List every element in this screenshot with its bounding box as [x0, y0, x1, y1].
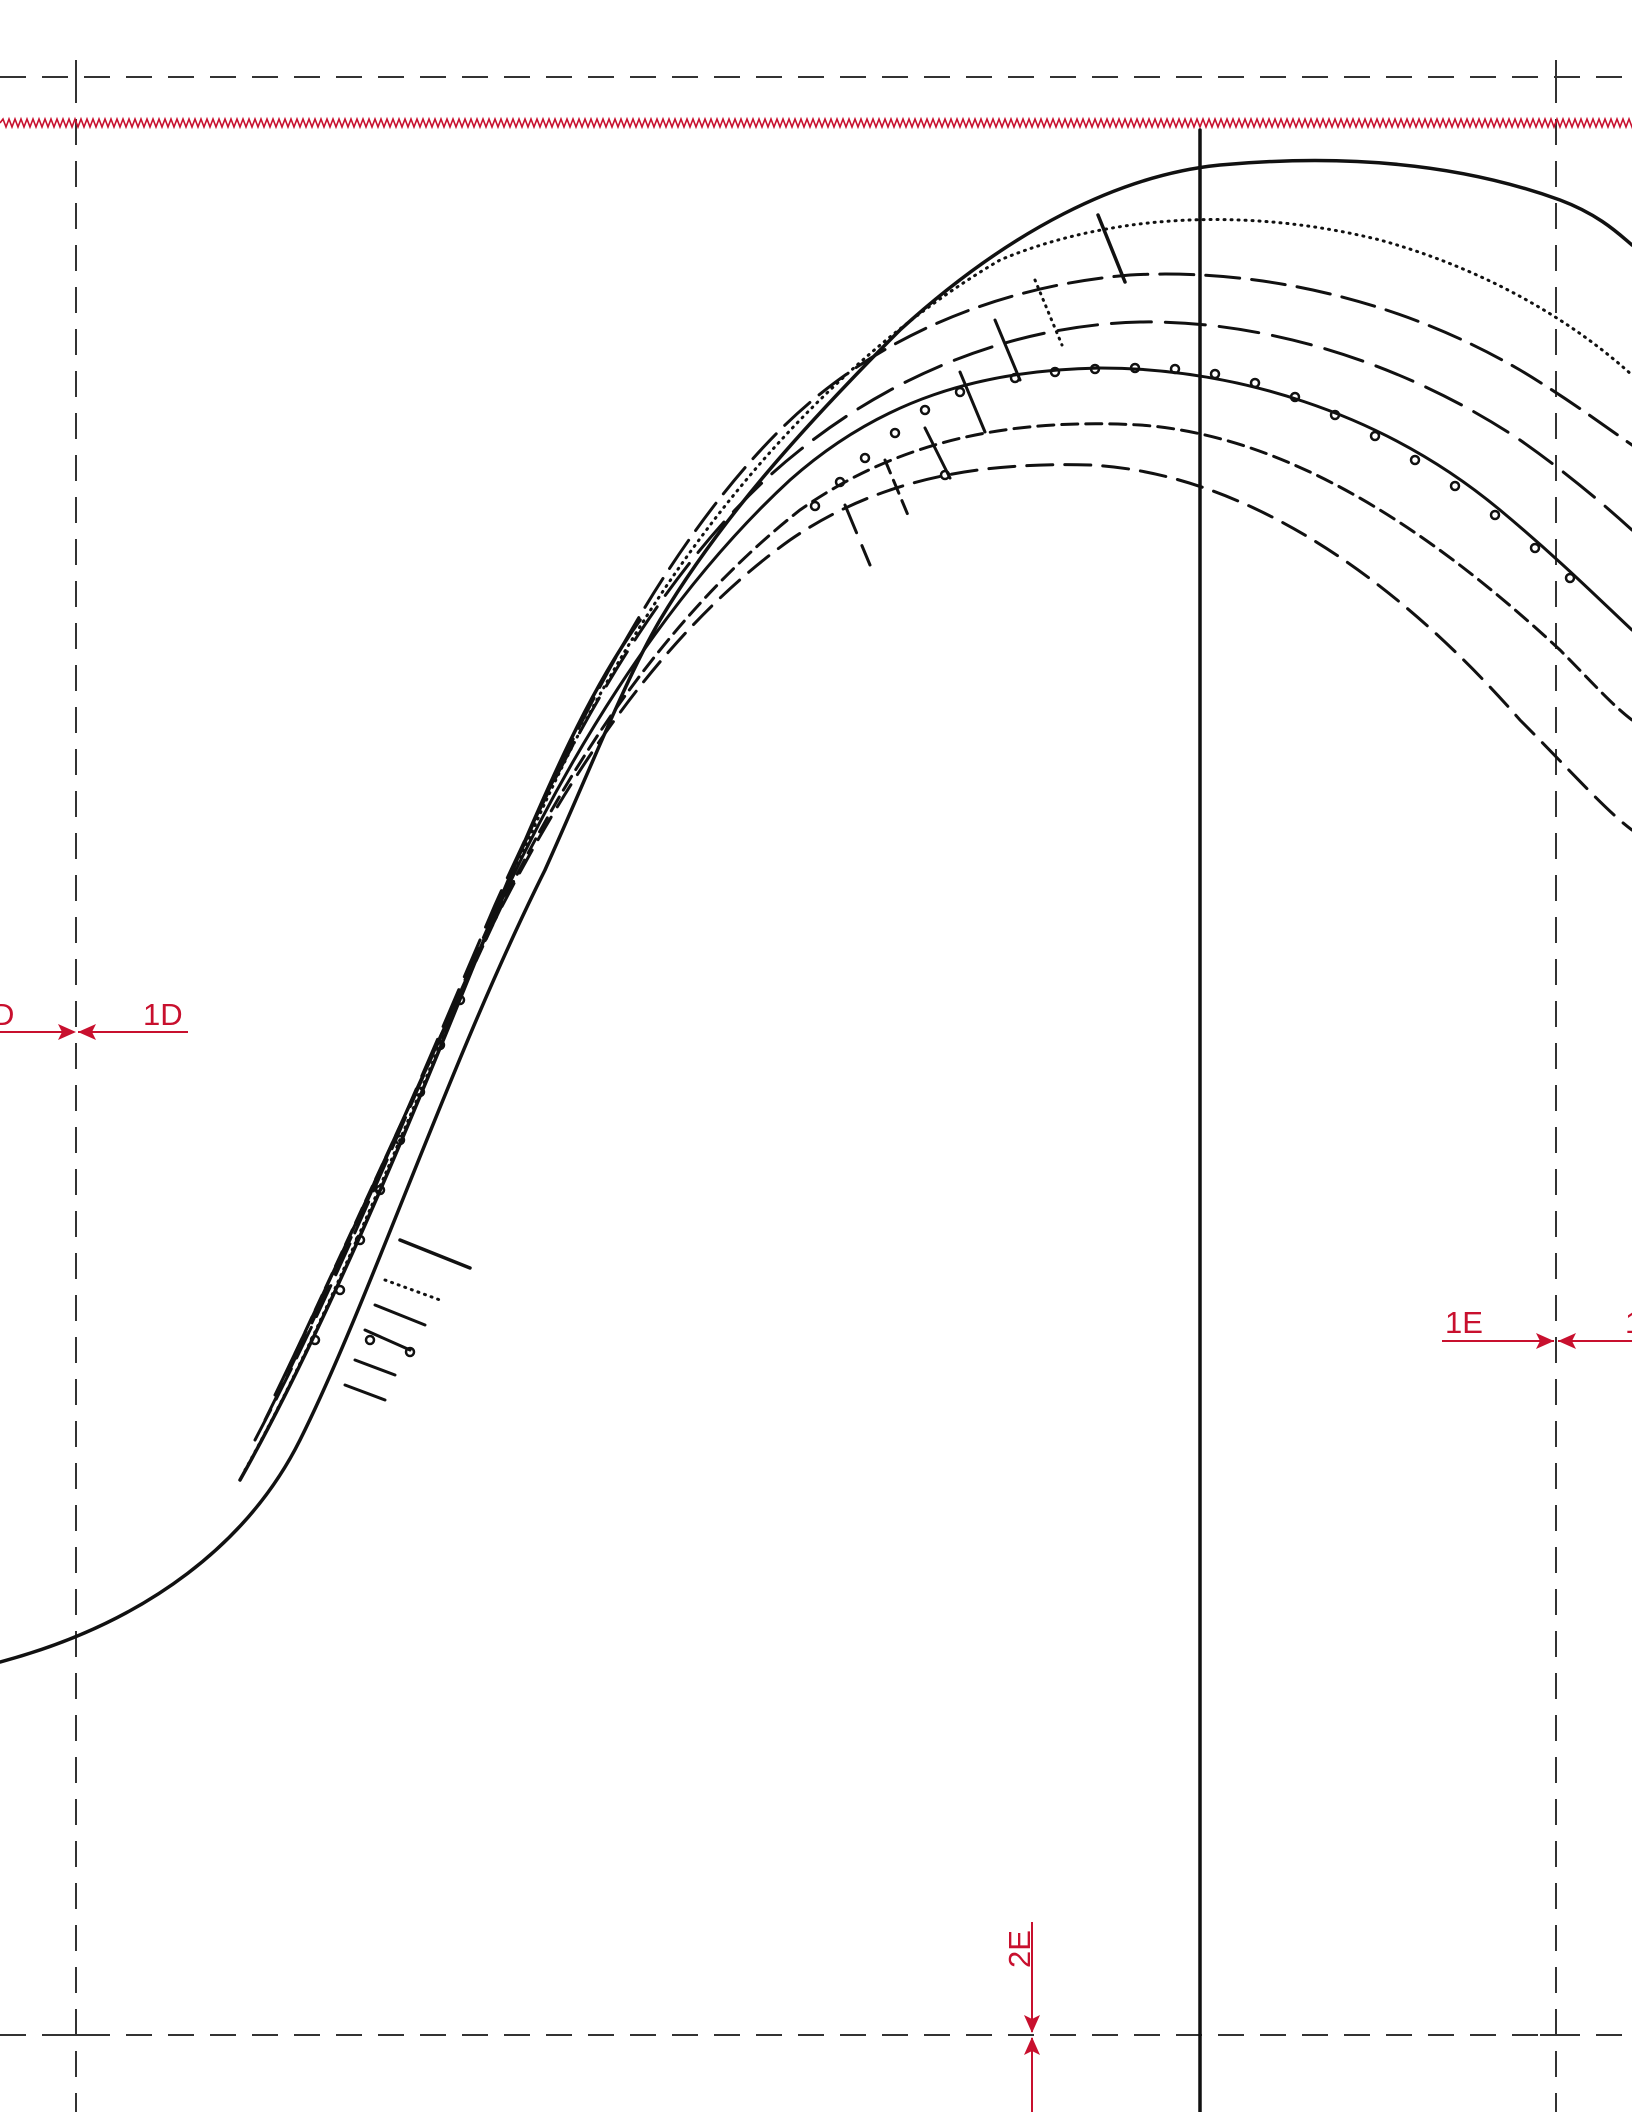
- left-edge-marker-label: D: [0, 997, 14, 1032]
- size-curve-circle: [273, 366, 1632, 1397]
- size-curve-hatched: [283, 422, 1632, 1377]
- left-page-arrowhead: [78, 1024, 96, 1040]
- notch-marks: [398, 128, 1202, 2112]
- trim-zigzag-line: [0, 116, 1632, 130]
- right-page-marker-label: 1E: [1445, 1305, 1483, 1340]
- bottom-page-marker-label: 2E: [1002, 1930, 1037, 1968]
- size-curve-short-dash: [293, 463, 1632, 1357]
- size-curve-dotted: [243, 218, 1632, 1472]
- left-page-marker-label: 1D: [143, 997, 183, 1032]
- match-markers: D 1D 1E 1 2E: [0, 997, 1632, 2112]
- left-edge-arrowhead: [58, 1024, 76, 1040]
- bottom-page-arrowhead: [1024, 2015, 1040, 2033]
- right-edge-marker-label: 1: [1625, 1305, 1632, 1340]
- right-edge-arrowhead: [1558, 1333, 1576, 1349]
- size-curves: [0, 128, 1632, 2112]
- bottom-next-arrowhead: [1024, 2037, 1040, 2055]
- size-curve-long-dash: [263, 320, 1632, 1422]
- outer-cap-curve: [0, 158, 1632, 1664]
- right-page-arrowhead: [1536, 1333, 1554, 1349]
- size-notch-ticks: [343, 278, 1064, 1402]
- tile-guides: [0, 60, 1632, 2112]
